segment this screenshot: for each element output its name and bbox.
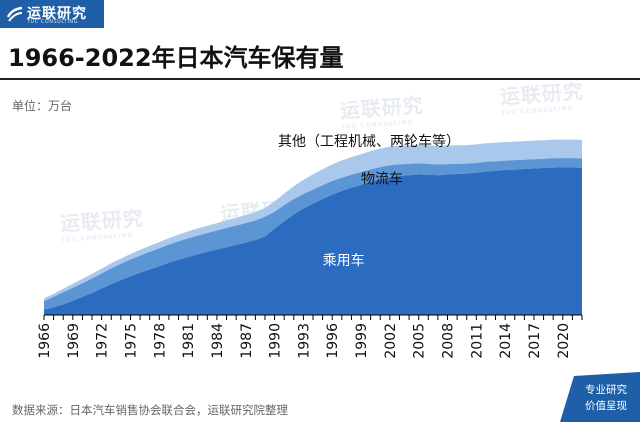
unit-label: 单位：万台 xyxy=(12,99,73,113)
logo-text: 运联研究 xyxy=(27,6,87,22)
x-tick-label: 2014 xyxy=(498,323,514,359)
area-passenger-car xyxy=(44,167,582,315)
x-tick-label: 1978 xyxy=(152,323,168,359)
x-tick-label: 1996 xyxy=(325,323,341,359)
series-label: 物流车 xyxy=(361,171,403,188)
series-label: 乘用车 xyxy=(323,252,365,269)
brand-logo: 运联研究 TUC CONSULTING xyxy=(0,0,104,28)
x-tick-label: 2017 xyxy=(527,323,543,359)
x-tick-label: 1975 xyxy=(123,323,139,359)
badge-banner: 专业研究 价值呈现 xyxy=(560,372,640,422)
x-tick-label: 2020 xyxy=(556,323,572,359)
x-tick-label: 1969 xyxy=(66,323,82,359)
x-tick-label: 1981 xyxy=(181,323,197,359)
x-tick-label: 1999 xyxy=(354,323,370,359)
x-tick-label: 1972 xyxy=(95,323,111,359)
x-tick-label: 1987 xyxy=(239,323,255,359)
title-divider xyxy=(0,78,640,80)
badge-line2: 价值呈现 xyxy=(585,399,627,412)
series-label: 其他（工程机械、两轮车等） xyxy=(278,133,460,150)
source-note: 数据来源：日本汽车销售协会联合会，运联研究院整理 xyxy=(12,403,288,417)
chart-title: 1966-2022年日本汽车保有量 xyxy=(8,44,344,72)
area-other-vehicle xyxy=(44,139,582,302)
x-tick-label: 1990 xyxy=(268,323,284,359)
logo-subtext: TUC CONSULTING xyxy=(27,19,79,25)
x-tick-label: 2005 xyxy=(412,323,428,359)
x-tick-label: 1984 xyxy=(210,323,226,359)
x-tick-label: 2008 xyxy=(441,323,457,359)
x-tick-label: 2002 xyxy=(383,323,399,359)
badge-line1: 专业研究 xyxy=(585,383,627,396)
x-tick-label: 1966 xyxy=(37,323,53,359)
x-tick-label: 2011 xyxy=(469,323,485,359)
x-tick-label: 1993 xyxy=(296,323,312,359)
logo-swirl-icon xyxy=(6,6,23,22)
